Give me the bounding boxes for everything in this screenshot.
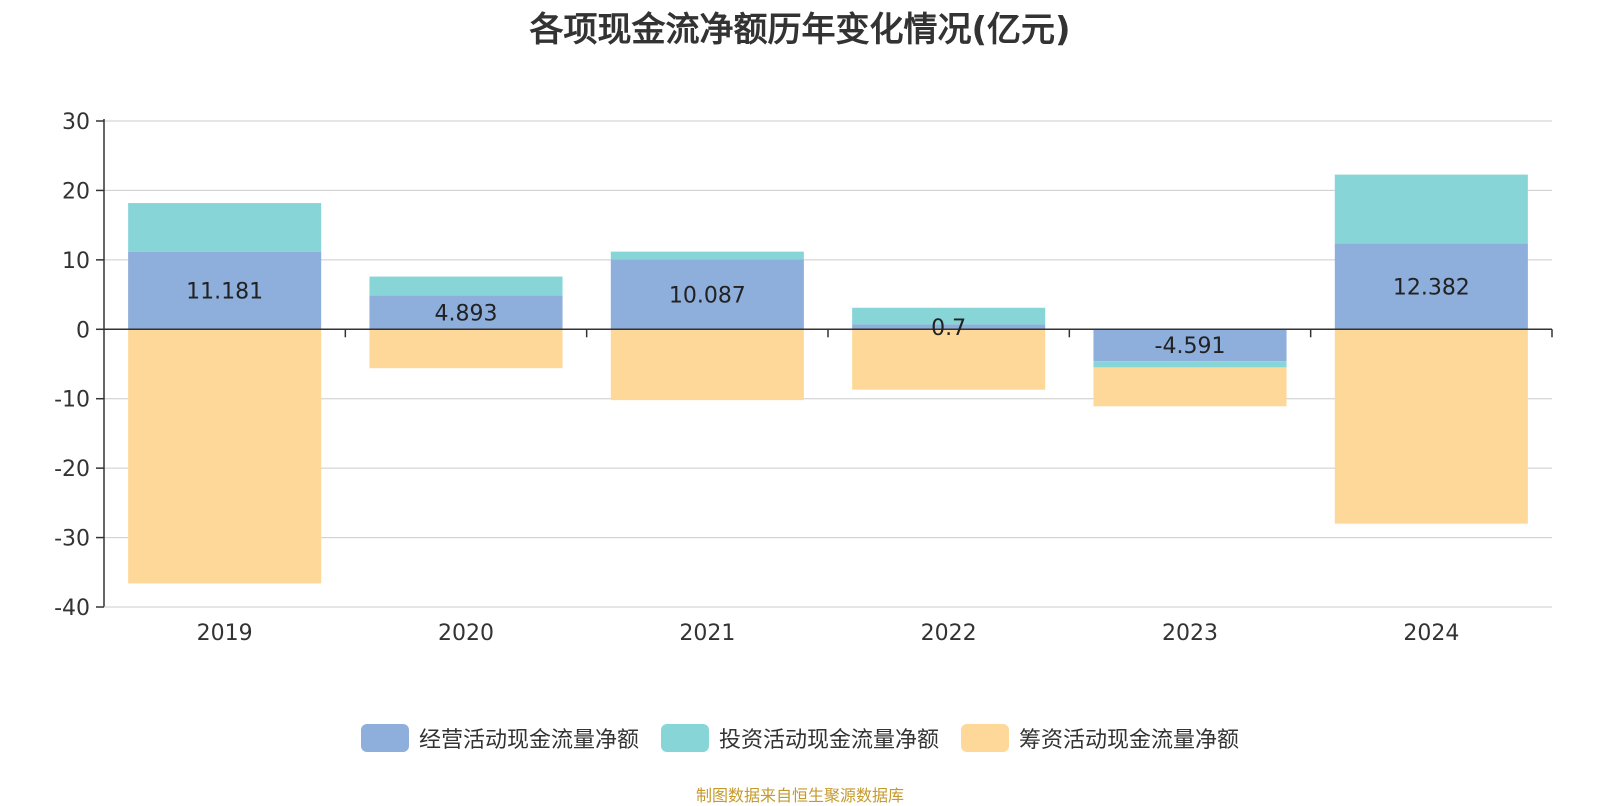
x-tick-label: 2021 (679, 621, 735, 646)
bar-2019-series-0 (128, 251, 322, 330)
x-tick-label: 2022 (921, 621, 977, 646)
legend-swatch (660, 724, 709, 752)
data-labels: 11.181 4.893 10.087 0.7 -4.591 12.382 (186, 275, 1470, 359)
y-tick-label: 10 (62, 249, 90, 274)
data-label: 4.893 (435, 301, 498, 326)
legend-label: 投资活动现金流量净额 (718, 728, 939, 753)
x-tick-label: 2024 (1403, 621, 1459, 646)
axes: 30 20 10 0 -10 -20 -30 -40 2019 2020 2021 2022 2023 2… (54, 110, 1553, 646)
bar-2023-series-2 (1093, 367, 1287, 407)
x-tick-label: 2019 (197, 621, 253, 646)
y-tick-label: -10 (54, 388, 90, 413)
legend-item[interactable]: 经营活动现金流量净额 (360, 722, 639, 754)
bar-2023-series-0 (1093, 329, 1287, 362)
data-label: 10.087 (669, 283, 746, 308)
y-tick-label: 0 (76, 318, 90, 343)
data-label: -4.591 (1155, 334, 1226, 359)
bar-2019-series-1 (128, 203, 322, 252)
bar-2021-series-2 (610, 329, 804, 401)
bar-2023-series-1 (1093, 361, 1287, 368)
bar-2022-series-0 (852, 324, 1046, 330)
bar-2020-series-1 (369, 276, 563, 296)
y-tick-label: 20 (62, 179, 90, 204)
legend: 经营活动现金流量净额 投资活动现金流量净额 筹资活动现金流量净额 (0, 722, 1600, 754)
data-label: 11.181 (186, 279, 263, 304)
data-label: 0.7 (931, 316, 966, 341)
legend-label: 筹资活动现金流量净额 (1019, 728, 1240, 753)
bar-2020-series-2 (369, 329, 563, 369)
x-tick-label: 2020 (438, 621, 494, 646)
y-tick-label: -40 (54, 596, 90, 621)
legend-item[interactable]: 筹资活动现金流量净额 (961, 722, 1239, 754)
bar-2020-series-0 (369, 295, 563, 330)
bar-2024-series-2 (1334, 329, 1528, 524)
bar-2019-series-2 (128, 329, 322, 584)
bar-2024-series-0 (1334, 243, 1528, 330)
x-tick-label: 2023 (1162, 621, 1218, 646)
data-label: 12.382 (1393, 275, 1470, 300)
y-tick-label: -30 (54, 527, 90, 552)
legend-swatch (360, 724, 409, 752)
legend-label: 经营活动现金流量净额 (418, 728, 639, 753)
y-tick-label: 30 (62, 110, 90, 135)
chart-title: 各项现金流净额历年变化情况(亿元) (529, 10, 1071, 50)
y-tick-label: -20 (54, 457, 90, 482)
bar-2021-series-0 (610, 259, 804, 330)
legend-item[interactable]: 投资活动现金流量净额 (660, 722, 939, 754)
bar-2024-series-1 (1334, 174, 1528, 244)
legend-swatch (961, 724, 1009, 752)
bar-2022-series-2 (852, 329, 1046, 390)
source-note: 制图数据来自恒生聚源数据库 (695, 786, 904, 805)
bars (128, 174, 1528, 584)
bar-2021-series-1 (610, 251, 804, 260)
bar-2022-series-1 (852, 307, 1046, 325)
